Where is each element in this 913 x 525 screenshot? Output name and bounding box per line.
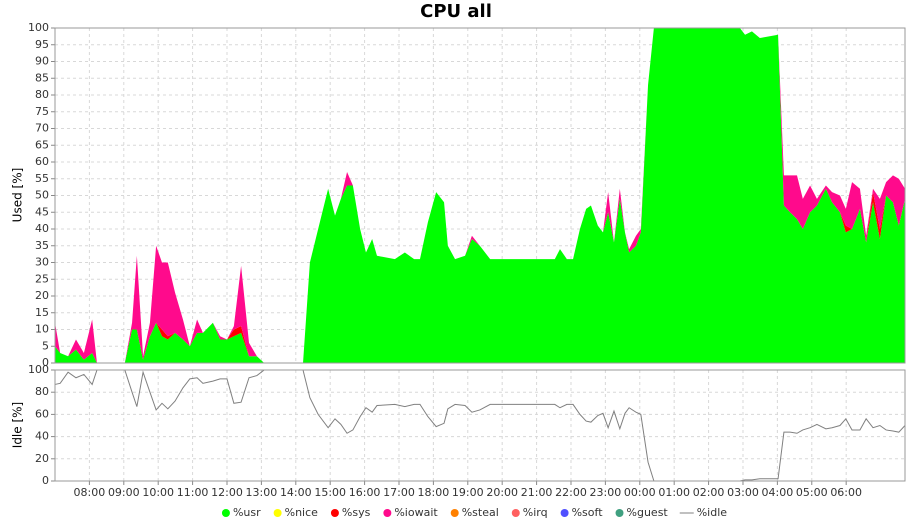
x-tick-label: 17:00 bbox=[383, 486, 415, 499]
legend-marker bbox=[450, 509, 459, 517]
x-tick-label: 09:00 bbox=[108, 486, 140, 499]
x-tick-label: 12:00 bbox=[211, 486, 243, 499]
legend-marker bbox=[221, 509, 230, 517]
lower-panel bbox=[54, 369, 906, 482]
legend-label: %usr bbox=[233, 506, 261, 519]
y-tick-label: 45 bbox=[35, 205, 49, 218]
x-tick-label: 08:00 bbox=[74, 486, 106, 499]
x-tick-label: 16:00 bbox=[349, 486, 381, 499]
x-tick-label: 21:00 bbox=[521, 486, 553, 499]
legend-marker bbox=[615, 509, 624, 517]
x-tick-label: 01:00 bbox=[658, 486, 690, 499]
legend-marker bbox=[511, 509, 520, 517]
x-tick-label: 15:00 bbox=[314, 486, 346, 499]
y-tick-label: 80 bbox=[35, 88, 49, 101]
x-tick-label: 11:00 bbox=[177, 486, 209, 499]
x-tick-label: 19:00 bbox=[452, 486, 484, 499]
lower-border bbox=[54, 369, 906, 482]
y2-tick-label: 80 bbox=[35, 385, 49, 398]
y-tick-label: 35 bbox=[35, 239, 49, 252]
x-tick-label: 03:00 bbox=[727, 486, 759, 499]
x-tick-label: 06:00 bbox=[830, 486, 862, 499]
y-tick-label: 50 bbox=[35, 189, 49, 202]
x-tick-label: 10:00 bbox=[142, 486, 174, 499]
idle-line bbox=[54, 369, 906, 482]
y2-tick-label: 0 bbox=[42, 474, 49, 487]
y-axis-label: Used [%] bbox=[11, 168, 25, 223]
legend-label: %soft bbox=[572, 506, 604, 519]
legend: %usr %nice %sys %iowait %steal %irq %soft %gues… bbox=[221, 506, 728, 519]
y-tick-label: 5 bbox=[42, 339, 49, 352]
x-tick-label: 02:00 bbox=[693, 486, 725, 499]
area bbox=[55, 28, 905, 363]
y-tick-label: 40 bbox=[35, 222, 49, 235]
legend-label: %idle bbox=[697, 506, 728, 519]
y2-tick-label: 40 bbox=[35, 430, 49, 443]
x-tick-label: 04:00 bbox=[762, 486, 794, 499]
y-tick-label: 20 bbox=[35, 289, 49, 302]
x-tick-label: 23:00 bbox=[590, 486, 622, 499]
y-tick-label: 85 bbox=[35, 71, 49, 84]
y-tick-label: 10 bbox=[35, 323, 49, 336]
y-tick-label: 95 bbox=[35, 38, 49, 51]
y-tick-label: 75 bbox=[35, 105, 49, 118]
y-tick-label: 15 bbox=[35, 306, 49, 319]
y2-tick-label: 100 bbox=[28, 363, 49, 376]
legend-label: %sys bbox=[342, 506, 371, 519]
x-tick-label: 22:00 bbox=[555, 486, 587, 499]
y-tick-label: 70 bbox=[35, 122, 49, 135]
legend-label: %guest bbox=[627, 506, 669, 519]
y2-tick-label: 60 bbox=[35, 407, 49, 420]
x-tick-label: 00:00 bbox=[624, 486, 656, 499]
y2-tick-label: 20 bbox=[35, 452, 49, 465]
y-tick-label: 25 bbox=[35, 272, 49, 285]
upper-border bbox=[54, 27, 906, 364]
y-tick-label: 90 bbox=[35, 55, 49, 68]
legend-marker bbox=[330, 509, 339, 517]
y-tick-label: 60 bbox=[35, 155, 49, 168]
x-tick-label: 18:00 bbox=[418, 486, 450, 499]
legend-label: %steal bbox=[462, 506, 499, 519]
y-tick-label: 100 bbox=[28, 21, 49, 34]
legend-marker bbox=[383, 509, 392, 517]
y-tick-label: 30 bbox=[35, 256, 49, 269]
x-tick-label: 05:00 bbox=[796, 486, 828, 499]
x-tick-label: 13:00 bbox=[246, 486, 278, 499]
area bbox=[55, 28, 905, 363]
y2-axis-label: Idle [%] bbox=[11, 402, 25, 448]
y-tick-label: 0 bbox=[42, 356, 49, 369]
y-tick-label: 65 bbox=[35, 138, 49, 151]
legend-marker bbox=[273, 509, 282, 517]
legend-label: %iowait bbox=[394, 506, 438, 519]
chart-title: CPU all bbox=[420, 1, 492, 22]
legend-label: %nice bbox=[285, 506, 319, 519]
x-tick-label: 20:00 bbox=[486, 486, 518, 499]
x-tick-label: 14:00 bbox=[280, 486, 312, 499]
legend-marker bbox=[560, 509, 569, 517]
y-tick-label: 55 bbox=[35, 172, 49, 185]
legend-label: %irq bbox=[523, 506, 548, 519]
